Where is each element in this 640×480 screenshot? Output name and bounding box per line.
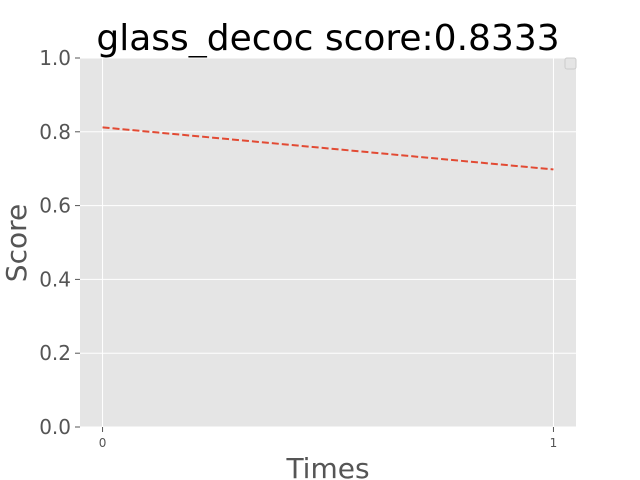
y-tick-label-5: 1.0 — [39, 46, 71, 70]
x-tick-label-1: 1 — [550, 436, 558, 450]
grid — [80, 57, 576, 428]
y-tick-label-4: 0.8 — [39, 120, 71, 144]
y-axis-ticks: 0.0 0.2 0.4 0.6 0.8 1.0 — [39, 46, 80, 439]
y-tick-label-1: 0.2 — [39, 341, 71, 365]
y-tick-label-3: 0.6 — [39, 194, 71, 218]
x-tick-label-0: 0 — [99, 436, 107, 450]
y-axis-label: Score — [0, 204, 33, 282]
plot-area — [80, 58, 576, 427]
y-tick-label-0: 0.0 — [39, 415, 71, 439]
series-group — [102, 126, 554, 171]
y-tick-label-2: 0.4 — [39, 267, 71, 291]
x-axis-label: Times — [285, 452, 369, 480]
series-line-0 — [102, 126, 554, 171]
legend-box — [564, 57, 577, 70]
chart-title: glass_decoc score:0.8333 — [96, 18, 559, 59]
